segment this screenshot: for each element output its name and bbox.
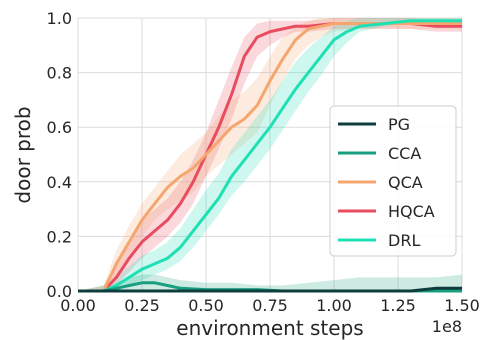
y-tick-label: 0.0 xyxy=(47,282,72,301)
series-lines xyxy=(78,19,462,293)
y-tick-label: 0.2 xyxy=(47,227,72,246)
x-axis-label: environment steps xyxy=(176,316,363,340)
x-tick-label: 0.25 xyxy=(124,296,160,315)
x-axis-ticks: 0.00 0.25 0.50 0.75 1.00 1.25 1.50 xyxy=(60,296,480,315)
x-tick-label: 0.50 xyxy=(188,296,224,315)
x-tick-label: 0.75 xyxy=(252,296,288,315)
y-axis-label: door prob xyxy=(11,106,35,203)
y-tick-label: 1.0 xyxy=(47,9,72,28)
x-tick-label: 1.25 xyxy=(380,296,416,315)
legend-label-pg: PG xyxy=(388,115,410,134)
y-tick-label: 0.4 xyxy=(47,173,72,192)
y-axis-ticks: 0.0 0.2 0.4 0.6 0.8 1.0 xyxy=(47,9,72,301)
x-tick-label: 1.00 xyxy=(316,296,352,315)
x-tick-label: 1.50 xyxy=(444,296,480,315)
band-hqca xyxy=(78,18,462,291)
y-tick-label: 0.8 xyxy=(47,64,72,83)
legend-label-drl: DRL xyxy=(388,231,420,250)
line-qca xyxy=(78,22,462,293)
legend: PG CCA QCA HQCA DRL xyxy=(329,105,457,257)
line-drl xyxy=(78,19,462,293)
legend-label-cca: CCA xyxy=(388,144,421,163)
x-tick-label: 0.00 xyxy=(60,296,96,315)
x-axis-scale-label: 1e8 xyxy=(432,317,462,336)
legend-label-qca: QCA xyxy=(388,173,423,192)
line-pg xyxy=(78,286,462,293)
legend-box xyxy=(329,105,457,257)
legend-label-hqca: HQCA xyxy=(388,202,435,221)
y-tick-label: 0.6 xyxy=(47,118,72,137)
